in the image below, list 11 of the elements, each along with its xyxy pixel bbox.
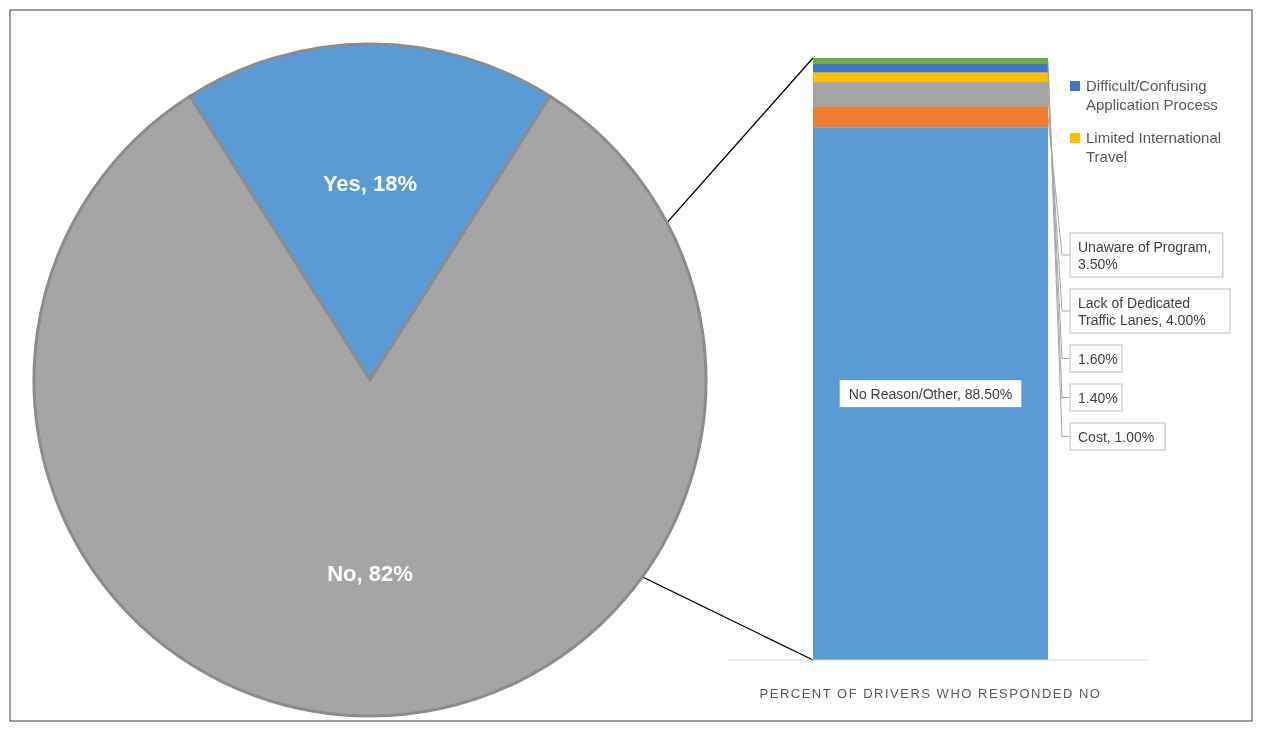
- data-label: 1.60%: [1078, 351, 1118, 367]
- data-label: 1.40%: [1078, 390, 1118, 406]
- data-label: Cost, 1.00%: [1078, 429, 1155, 445]
- slice-label: Yes, 18%: [322, 170, 418, 196]
- data-label: Unaware of Program, 3.50%: [1078, 239, 1212, 272]
- legend-label: Limited International Travel: [1086, 129, 1222, 165]
- slice-label: No, 82%: [327, 560, 413, 586]
- data-label: Lack of Dedicated Traffic Lanes, 4.00%: [1078, 295, 1206, 328]
- data-label: No Reason/Other, 88.50%: [848, 386, 1013, 403]
- x-axis-title: PERCENT OF DRIVERS WHO RESPONDED NO: [759, 686, 1102, 701]
- legend-label: Difficult/Confusing Application Process: [1086, 77, 1218, 113]
